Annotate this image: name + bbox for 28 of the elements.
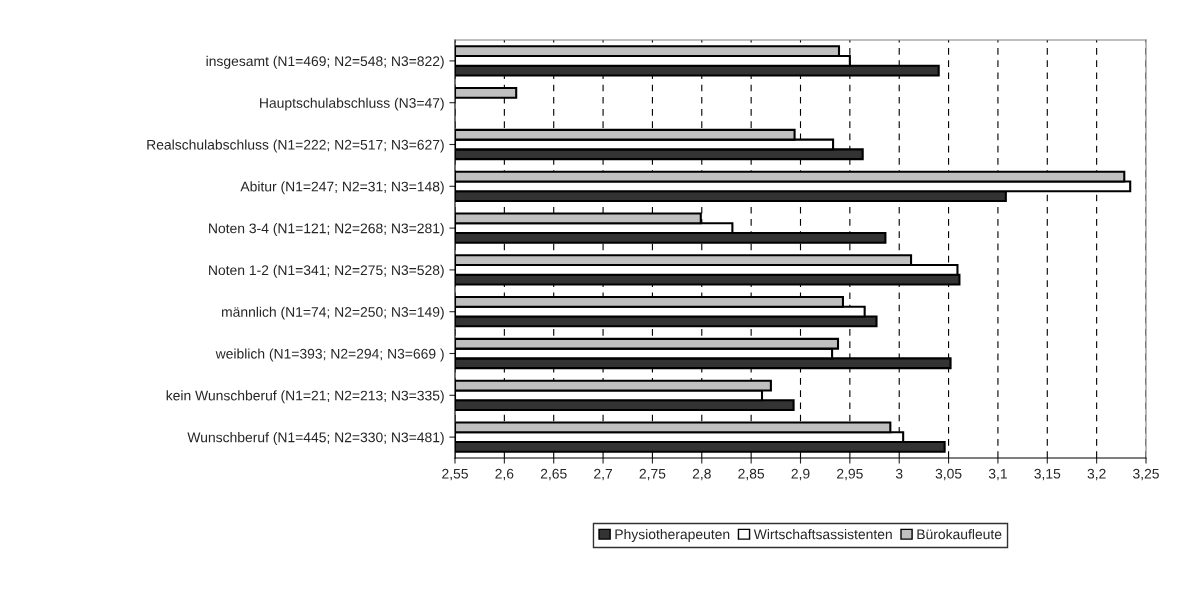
x-tick-label: 2,6 <box>495 468 514 481</box>
y-tick-label: Realschulabschluss (N1=222; N2=517; N3=627) <box>147 139 444 153</box>
x-tick-label: 3 <box>895 468 903 479</box>
y-tick-label: Hauptschulabschluss (N3=47) <box>260 97 444 111</box>
y-tick-label: Noten 3-4 (N1=121; N2=268; N3=281) <box>209 223 444 237</box>
y-tick-label: Wunschberuf (N1=445; N2=330; N3=481) <box>187 432 444 446</box>
x-tick-label: 3,05 <box>935 468 962 481</box>
x-tick-label: 2,9 <box>791 468 810 481</box>
x-tick-label: 2,7 <box>594 468 613 481</box>
x-tick-label: 3,1 <box>988 468 1007 481</box>
legend-label: Physiotherapeuten <box>615 529 730 542</box>
x-tick-label: 2,8 <box>692 468 711 481</box>
y-tick-label: männlich (N1=74; N2=250; N3=149) <box>222 306 444 320</box>
x-tick-label: 2,95 <box>837 468 863 481</box>
y-tick-label: Abitur (N1=247; N2=31; N3=148) <box>240 181 444 195</box>
y-tick-label: kein Wunschberuf (N1=21; N2=213; N3=335) <box>166 390 444 404</box>
legend-label: Wirtschaftsassistenten <box>753 529 892 540</box>
x-tick-label: 2,65 <box>540 468 567 481</box>
x-tick-label: 2,75 <box>639 468 666 481</box>
x-tick-label: 3,25 <box>1133 468 1159 481</box>
y-tick-label: insgesamt (N1=469; N2=548; N3=822) <box>206 55 444 69</box>
x-tick-label: 2,55 <box>442 468 468 481</box>
x-tick-label: 3,15 <box>1034 468 1061 481</box>
y-tick-label: Noten 1-2 (N1=341; N2=275; N3=528) <box>209 264 444 278</box>
x-tick-label: 3,2 <box>1087 468 1106 481</box>
legend-label: Bürokaufleute <box>917 529 1002 540</box>
x-tick-label: 2,85 <box>738 468 765 481</box>
y-tick-label: weiblich (N1=393; N2=294; N3=669 ) <box>215 348 444 362</box>
